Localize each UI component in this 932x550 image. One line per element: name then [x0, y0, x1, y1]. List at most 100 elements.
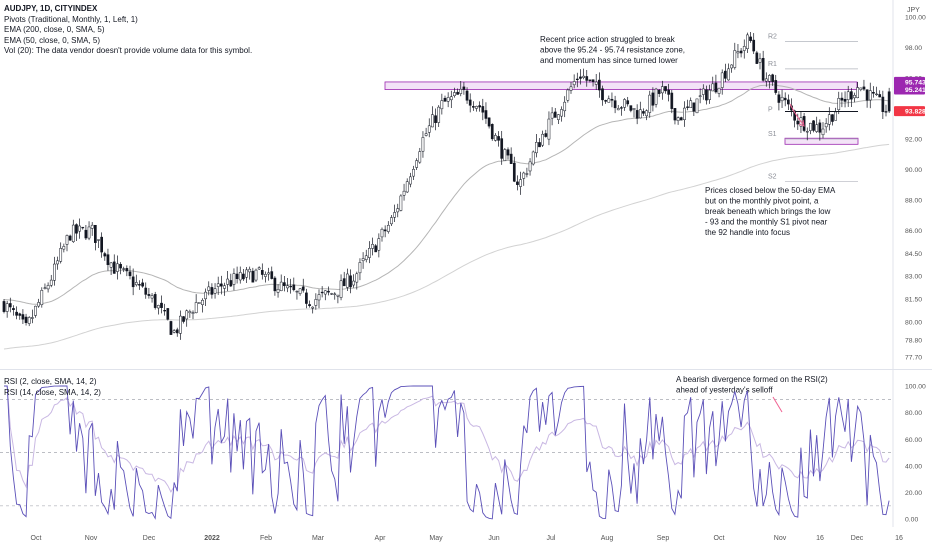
- candle-body: [320, 291, 324, 294]
- candle-body: [327, 290, 330, 293]
- time-tick-label: May: [429, 535, 443, 542]
- candle-body: [528, 161, 532, 172]
- candle-body: [65, 235, 69, 245]
- price-tick-label: 81.50: [905, 297, 922, 304]
- candle-body: [887, 91, 891, 112]
- candle-body: [90, 224, 94, 229]
- candle-body: [601, 88, 604, 101]
- candle-body: [840, 97, 844, 101]
- candle-body: [850, 91, 853, 100]
- candle-body: [342, 278, 346, 287]
- candle-body: [163, 310, 167, 312]
- candle-body: [409, 176, 412, 185]
- candle-body: [160, 302, 163, 308]
- candle-body: [742, 46, 746, 51]
- candle-body: [24, 316, 28, 323]
- candle-body: [563, 101, 567, 112]
- price-legend: AUDJPY, 1D, CITYINDEX Pivots (Traditiona…: [4, 4, 252, 57]
- price-label-text: 93.828: [905, 109, 926, 116]
- annotation-rsi-line: A bearish divergence formed on the RSI(2…: [676, 375, 828, 384]
- candle-body: [692, 102, 696, 112]
- candle-body: [418, 151, 422, 163]
- candle-body: [188, 311, 192, 314]
- candle-body: [623, 99, 626, 108]
- candle-body: [374, 245, 378, 253]
- candle-body: [390, 217, 393, 225]
- candle-body: [377, 238, 381, 251]
- candle-body: [821, 128, 825, 136]
- pivot-label-S1: S1: [768, 131, 777, 138]
- candle-body: [733, 50, 737, 68]
- time-tick-label: Dec: [851, 535, 864, 542]
- rsi14-line: [4, 385, 890, 493]
- candle-body: [242, 273, 245, 280]
- candle-body: [862, 86, 866, 90]
- candle-body: [768, 75, 771, 82]
- price-tick-label: 86.00: [905, 228, 922, 235]
- candle-body: [487, 117, 491, 127]
- price-tick-label: 83.00: [905, 274, 922, 281]
- candle-body: [557, 114, 560, 120]
- rsi-tick-label: 40.00: [905, 463, 922, 470]
- overlay-pivots: Pivots (Traditional, Monthly, 1, Left, 1…: [4, 14, 138, 24]
- candle-body: [333, 293, 337, 295]
- candle-body: [827, 114, 831, 125]
- candle-body: [846, 91, 850, 100]
- candle-body: [490, 124, 494, 140]
- candle-body: [591, 79, 595, 83]
- candle-body: [330, 293, 333, 295]
- candle-body: [758, 58, 762, 63]
- time-tick-label: 16: [895, 535, 903, 542]
- candle-body: [292, 284, 296, 291]
- candle-body: [607, 98, 611, 103]
- candle-body: [541, 133, 544, 146]
- candle-body: [582, 75, 585, 78]
- annotation-pivot-line: the 92 handle into focus: [705, 228, 790, 237]
- candle-body: [134, 282, 138, 286]
- candle-body: [667, 89, 670, 95]
- candle-body: [787, 99, 790, 105]
- candle-body: [276, 289, 280, 293]
- price-tick-label: 84.50: [905, 251, 922, 258]
- candle-body: [5, 303, 9, 312]
- ema50-line: [3, 84, 890, 305]
- candle-body: [46, 285, 50, 290]
- annotation-rsi-line: ahead of yesterday's selloff: [676, 386, 773, 395]
- candle-body: [843, 99, 847, 102]
- candle-body: [676, 117, 680, 121]
- candle-body: [512, 162, 516, 182]
- candle-body: [626, 100, 630, 105]
- candle-body: [679, 117, 683, 121]
- candle-body: [235, 273, 239, 279]
- time-tick-label: 2022: [204, 535, 220, 542]
- candle-body: [519, 179, 522, 187]
- price-label-text: 95.743: [905, 79, 926, 86]
- candle-body: [701, 88, 705, 95]
- time-tick-label: Aug: [601, 535, 614, 542]
- candle-body: [226, 278, 230, 285]
- candle-body: [531, 151, 535, 165]
- candle-body: [443, 97, 447, 102]
- candle-body: [878, 94, 882, 98]
- time-tick-label: Oct: [714, 535, 725, 542]
- candle-body: [383, 229, 387, 232]
- candle-body: [544, 133, 548, 137]
- candle-body: [223, 285, 226, 289]
- candle-body: [761, 57, 765, 81]
- candle-body: [468, 99, 472, 106]
- candle-body: [295, 290, 299, 293]
- price-axis-unit: JPY: [907, 7, 920, 14]
- price-label-text: 95.241: [905, 87, 926, 94]
- candle-body: [865, 89, 869, 101]
- candle-body: [396, 208, 400, 213]
- candle-body: [15, 311, 18, 316]
- candle-body: [216, 283, 220, 287]
- time-tick-label: Jun: [488, 535, 499, 542]
- candle-body: [305, 292, 308, 304]
- candle-body: [264, 274, 267, 277]
- candle-body: [40, 290, 44, 306]
- candle-body: [393, 212, 396, 218]
- candle-body: [837, 98, 841, 111]
- candle-body: [352, 280, 355, 286]
